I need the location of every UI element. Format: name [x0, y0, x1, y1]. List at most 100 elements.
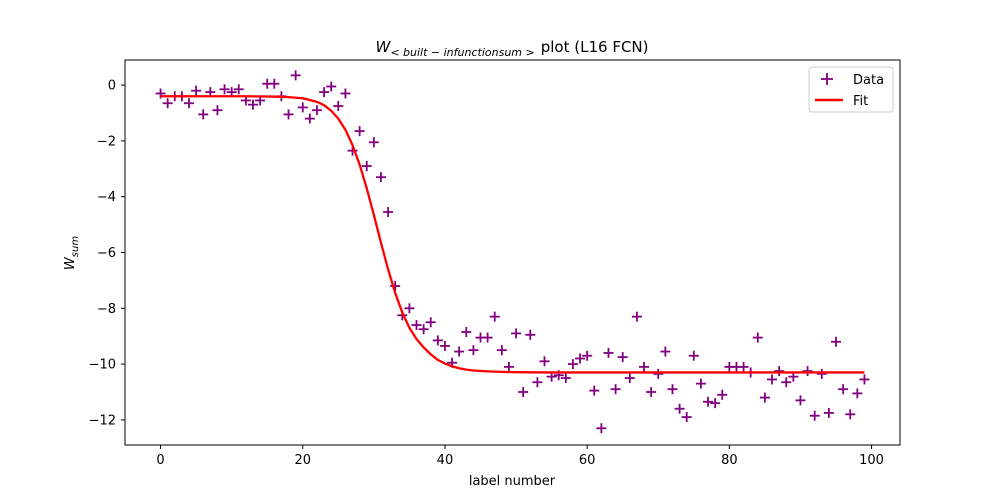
data-point — [525, 329, 536, 340]
y-tick-label: −6 — [97, 246, 116, 261]
data-point — [852, 388, 863, 399]
y-tick-label: 0 — [108, 79, 116, 94]
data-point — [589, 385, 600, 396]
y-tick-label: −12 — [89, 413, 116, 428]
plot-area — [155, 70, 870, 434]
x-tick-label: 40 — [437, 453, 454, 468]
data-point — [432, 335, 443, 346]
data-point — [198, 109, 209, 120]
data-point — [823, 407, 834, 418]
data-point — [368, 137, 379, 148]
data-point — [809, 410, 820, 421]
data-point — [503, 361, 514, 372]
data-point — [703, 396, 714, 407]
data-point — [468, 345, 479, 356]
data-point — [489, 311, 500, 322]
data-point — [319, 87, 330, 98]
data-point — [247, 99, 258, 110]
data-point — [845, 409, 856, 420]
legend: Data Fit — [808, 66, 894, 113]
data-point — [660, 346, 671, 357]
y-tick-label: −4 — [97, 190, 116, 205]
data-point — [283, 109, 294, 120]
data-point — [567, 359, 578, 370]
data-point — [361, 161, 372, 172]
data-point — [496, 345, 507, 356]
data-point — [425, 317, 436, 328]
data-point — [461, 327, 472, 338]
data-point — [418, 324, 429, 335]
data-point — [653, 368, 664, 379]
data-point — [326, 81, 337, 92]
data-point — [717, 389, 728, 400]
legend-data-marker — [821, 73, 833, 85]
x-tick-label: 80 — [721, 453, 738, 468]
data-point — [738, 361, 749, 372]
data-point — [631, 311, 642, 322]
y-tick-label: −2 — [97, 134, 116, 149]
data-point — [383, 207, 394, 218]
data-point — [759, 392, 770, 403]
data-point — [304, 113, 315, 124]
data-point — [212, 105, 223, 116]
data-point — [695, 378, 706, 389]
data-point — [802, 366, 813, 377]
y-axis-label-sub: sum — [70, 236, 81, 258]
y-axis-label-main: W — [63, 256, 78, 270]
data-point — [667, 384, 678, 395]
data-point — [617, 352, 628, 363]
data-point — [838, 384, 849, 395]
x-tick-label: 20 — [294, 453, 311, 468]
chart-title: W< built − infunctionsum > plot (L16 FCN) — [375, 38, 648, 59]
data-point — [340, 88, 351, 99]
x-axis: 0 20 40 60 80 100 — [156, 445, 884, 468]
x-tick-label: 100 — [859, 453, 884, 468]
data-point — [752, 332, 763, 343]
data-point — [831, 336, 842, 347]
data-point — [710, 398, 721, 409]
data-point — [639, 361, 650, 372]
x-tick-label: 60 — [579, 453, 596, 468]
data-point — [603, 347, 614, 358]
legend-fit-label: Fit — [853, 94, 868, 109]
data-point — [781, 377, 792, 388]
x-axis-label: label number — [469, 474, 556, 489]
data-point — [191, 85, 202, 96]
y-tick-label: −10 — [89, 358, 116, 373]
data-point — [233, 84, 244, 95]
data-point — [767, 374, 778, 385]
data-point — [183, 98, 194, 109]
data-point — [404, 303, 415, 314]
data-point — [162, 98, 173, 109]
data-point — [624, 373, 635, 384]
data-point — [774, 366, 785, 377]
data-point — [560, 373, 571, 384]
title-math: W — [375, 38, 391, 56]
data-point — [582, 350, 593, 361]
data-point — [681, 412, 692, 423]
data-point — [482, 332, 493, 343]
data-point — [539, 356, 550, 367]
data-point — [290, 70, 301, 81]
data-point — [674, 403, 685, 414]
data-point — [354, 126, 365, 137]
data-point — [575, 353, 586, 364]
data-point — [688, 350, 699, 361]
title-rest: plot (L16 FCN) — [541, 38, 649, 56]
data-point — [269, 78, 280, 89]
data-point — [333, 101, 344, 112]
fit-line — [160, 95, 865, 374]
data-point — [511, 328, 522, 339]
data-point — [439, 340, 450, 351]
data-point — [297, 102, 308, 113]
x-tick-label: 0 — [156, 453, 164, 468]
data-point — [454, 346, 465, 357]
data-point — [219, 84, 230, 95]
data-point — [311, 105, 322, 116]
legend-data-label: Data — [853, 73, 884, 88]
data-point — [375, 172, 386, 183]
title-subscript: < built − infunctionsum > — [390, 46, 534, 59]
data-point — [411, 320, 422, 331]
data-point — [596, 423, 607, 434]
